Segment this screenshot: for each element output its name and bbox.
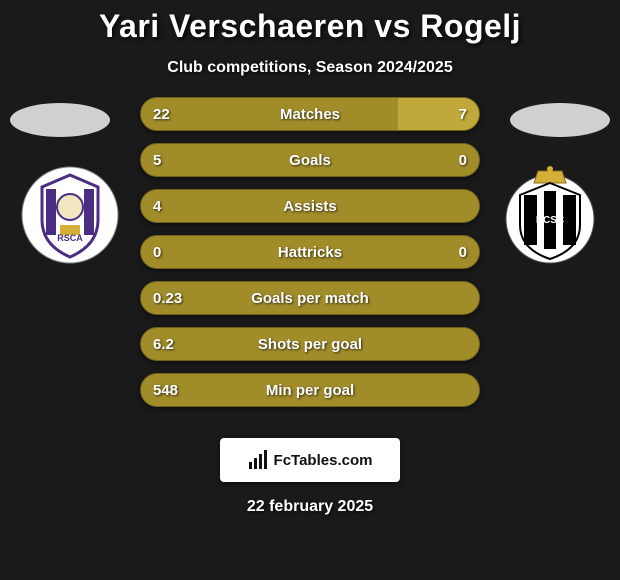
stat-value-left: 6.2 — [153, 336, 174, 353]
footer-date: 22 february 2025 — [0, 498, 620, 516]
stat-label: Assists — [141, 198, 479, 215]
team-badge-left: RSCA — [20, 165, 120, 265]
stat-row: 5Goals0 — [140, 143, 480, 177]
chart-icon — [248, 450, 268, 470]
stat-value-left: 0 — [153, 244, 161, 261]
page-title: Yari Verschaeren vs Rogelj — [0, 0, 620, 45]
stat-row: 0.23Goals per match — [140, 281, 480, 315]
stat-value-right: 7 — [459, 106, 467, 123]
svg-text:RSCA: RSCA — [57, 233, 83, 243]
anderlecht-badge-icon: RSCA — [20, 165, 120, 265]
stat-value-left: 548 — [153, 382, 178, 399]
stat-row: 6.2Shots per goal — [140, 327, 480, 361]
stat-row: 548Min per goal — [140, 373, 480, 407]
stat-value-left: 5 — [153, 152, 161, 169]
stat-label: Hattricks — [141, 244, 479, 261]
stat-label: Shots per goal — [141, 336, 479, 353]
stat-value-left: 22 — [153, 106, 170, 123]
team-badge-right: RCSC — [500, 165, 600, 265]
flag-left — [10, 103, 110, 137]
charleroi-badge-icon: RCSC — [500, 165, 600, 265]
stat-value-left: 0.23 — [153, 290, 182, 307]
stat-row: 22Matches7 — [140, 97, 480, 131]
stat-row: 4Assists — [140, 189, 480, 223]
footer-brand-box: FcTables.com — [220, 438, 400, 482]
stat-value-right: 0 — [459, 152, 467, 169]
flag-right — [510, 103, 610, 137]
stat-value-left: 4 — [153, 198, 161, 215]
stat-row: 0Hattricks0 — [140, 235, 480, 269]
page-subtitle: Club competitions, Season 2024/2025 — [0, 59, 620, 77]
stats-container: 22Matches75Goals04Assists0Hattricks00.23… — [140, 97, 480, 419]
stat-label: Goals per match — [141, 290, 479, 307]
stat-value-right: 0 — [459, 244, 467, 261]
stat-label: Goals — [141, 152, 479, 169]
stat-label: Min per goal — [141, 382, 479, 399]
svg-text:RCSC: RCSC — [536, 215, 564, 226]
footer-brand-text: FcTables.com — [274, 452, 373, 469]
